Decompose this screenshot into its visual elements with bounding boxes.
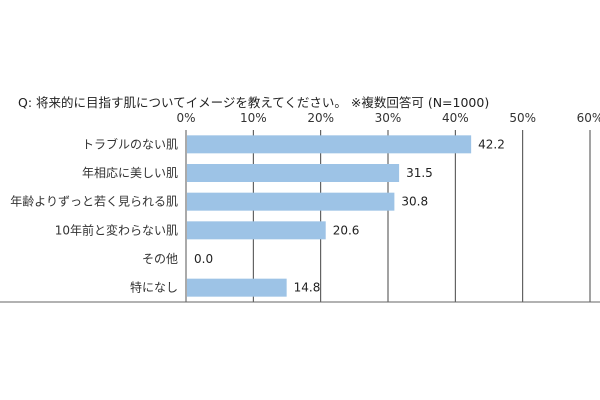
bar	[187, 164, 400, 182]
category-label: 特になし	[130, 280, 178, 295]
x-tick-label: 10%	[240, 111, 267, 125]
category-label: 年相応に美しい肌	[82, 166, 178, 180]
category-label: 年齢よりずっと若く見られる肌	[10, 194, 178, 209]
x-tick-label: 60%	[577, 111, 600, 125]
bar	[187, 221, 326, 240]
value-label: 20.6	[333, 223, 360, 237]
bar	[187, 278, 287, 297]
x-tick-label: 20%	[307, 111, 334, 125]
x-tick-label: 30%	[375, 111, 402, 125]
value-label: 31.5	[406, 166, 433, 180]
category-label: その他	[142, 252, 178, 266]
category-label: 10年前と変わらない肌	[55, 222, 178, 237]
x-tick-label: 40%	[442, 111, 469, 125]
x-tick-label: 0%	[176, 111, 195, 125]
value-label: 0.0	[194, 252, 213, 266]
chart-title: Q: 将来的に目指す肌についてイメージを教えてください。 ※複数回答可 (N=1…	[18, 95, 490, 110]
value-label: 42.2	[478, 137, 505, 151]
bar	[187, 135, 472, 154]
category-label: トラブルのない肌	[82, 136, 178, 151]
bar	[187, 192, 395, 211]
value-label: 14.8	[294, 281, 321, 295]
x-tick-label: 50%	[509, 111, 536, 125]
value-label: 30.8	[401, 195, 428, 209]
